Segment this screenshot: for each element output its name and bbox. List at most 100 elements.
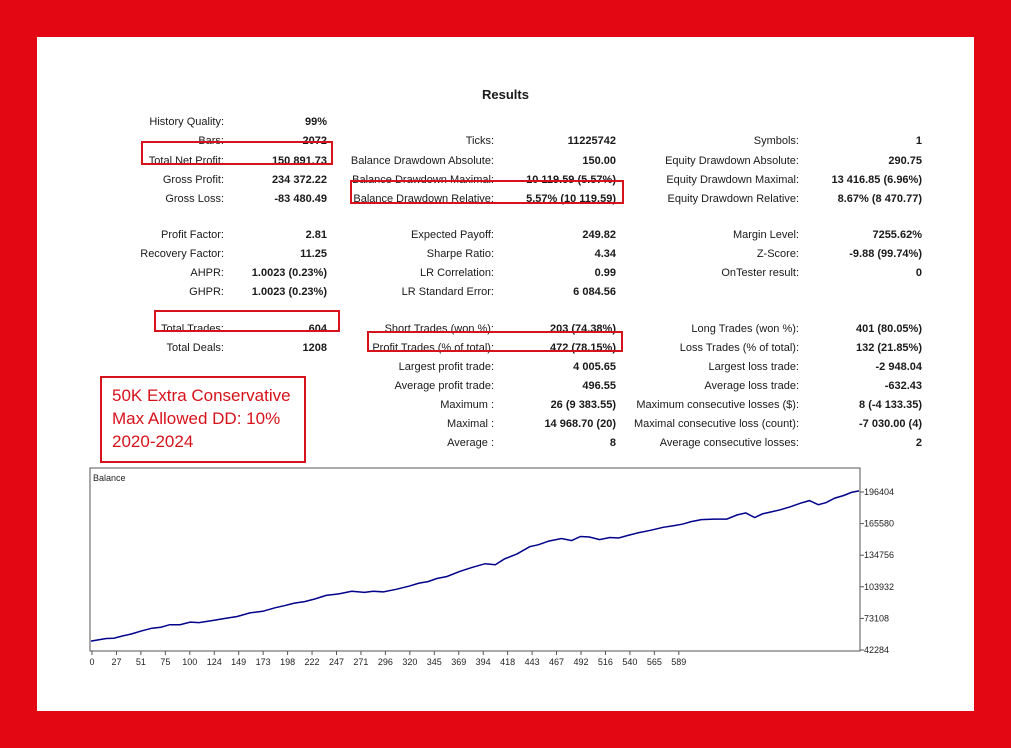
stat-value: 496.55 [582,380,616,392]
x-tick-label: 149 [231,657,246,667]
highlight-total-trades [154,310,340,332]
x-tick-label: 247 [329,657,344,667]
stat-label: LR Correlation: [420,267,494,279]
stat-value: 14 968.70 (20) [544,418,616,430]
highlight-profit-trades [367,331,623,352]
stat-label: Average profit trade: [394,380,494,392]
stat-label: Margin Level: [732,229,799,241]
stat-value: 234 372.22 [271,174,327,186]
stat-label: LR Standard Error: [401,286,494,298]
x-tick-label: 271 [353,657,368,667]
note-line: 50K Extra Conservative [112,386,291,405]
stat-value: 290.75 [888,155,922,167]
stat-label: Loss Trades (% of total): [679,342,799,354]
stat-label: Equity Drawdown Relative: [667,193,799,205]
stat-value: -2 948.04 [875,361,922,373]
y-tick-label: 134756 [864,550,894,560]
plot-area [89,467,861,652]
y-tick-label: 73108 [864,613,889,623]
stat-value: 1.0023 (0.23%) [251,286,327,298]
stat-value: 1 [915,135,922,147]
stat-label: Expected Payoff: [411,229,494,241]
report-sheet: Results History Quality: 99% Bars: 2072 Tota… [37,37,974,711]
stat-value: 6 084.56 [573,286,616,298]
highlight-total-net-profit [141,141,333,165]
stat-label: Total Deals: [166,342,224,354]
chart-title: Balance [93,473,126,483]
stat-value: -632.43 [884,380,922,392]
stat-value: 11.25 [300,248,327,260]
stat-label: Equity Drawdown Absolute: [665,155,799,167]
stat-label: Largest loss trade: [708,361,800,373]
stat-label: Sharpe Ratio: [426,248,494,260]
stat-label: OnTester result: [721,267,799,279]
stat-label: History Quality: [149,116,224,128]
y-tick-label: 196404 [864,487,894,497]
x-tick-label: 320 [402,657,417,667]
stat-value: 99% [304,116,327,128]
stat-label: Z-Score: [756,248,799,260]
stat-label: Ticks: [465,135,494,147]
y-tick-label: 42284 [864,645,889,655]
stat-value: 4.34 [594,248,616,260]
x-tick-label: 589 [671,657,686,667]
stat-label: Gross Loss: [165,193,224,205]
stat-label: Maximal : [446,418,494,430]
stat-label: Maximum : [440,399,494,411]
stat-label: Balance Drawdown Absolute: [350,155,494,167]
stat-value: -7 030.00 (4) [859,418,922,430]
x-tick-label: 516 [598,657,613,667]
stat-value: 0 [915,267,922,279]
y-tick-label: 103932 [864,582,894,592]
highlight-balance-drawdown-relative [350,180,624,204]
stat-label: Average loss trade: [704,380,799,392]
x-tick-label: 222 [305,657,320,667]
stat-value: -9.88 (99.74%) [849,248,922,260]
x-tick-label: 443 [525,657,540,667]
note-line: 2020-2024 [112,432,194,451]
stat-label: Gross Profit: [162,174,224,186]
stat-value: 249.82 [582,229,616,241]
x-tick-label: 296 [378,657,393,667]
x-tick-label: 369 [451,657,466,667]
stat-value: 1208 [302,342,327,354]
x-tick-label: 198 [280,657,295,667]
stat-value: 8 (-4 133.35) [859,399,922,411]
stat-value: -83 480.49 [274,193,327,205]
stat-label: GHPR: [189,286,224,298]
x-tick-label: 51 [136,657,146,667]
x-tick-label: 345 [427,657,442,667]
stat-value: 11225742 [567,135,616,147]
note-line: Max Allowed DD: 10% [112,409,281,428]
x-tick-label: 492 [573,657,588,667]
stat-value: 8.67% (8 470.77) [837,193,922,205]
stat-value: 13 416.85 (6.96%) [831,174,922,186]
stat-label: Average consecutive losses: [659,437,799,449]
stat-value: 604 [308,323,327,335]
stat-label: Average : [447,437,494,449]
x-tick-label: 124 [207,657,222,667]
stat-label: Maximum consecutive losses ($): [636,399,799,411]
balance-chart: Balance 196404 165580 134756 103932 73108 4228… [89,467,894,667]
stat-label: Symbols: [753,135,799,147]
x-tick-label: 565 [647,657,662,667]
balance-line [90,490,860,642]
stat-value: 132 (21.85%) [855,342,922,354]
x-tick-label: 394 [476,657,491,667]
stat-value: 2.81 [305,229,327,241]
x-tick-label: 75 [160,657,170,667]
stat-value: 7255.62% [872,229,922,241]
stat-value: 2 [915,437,922,449]
stat-label: Recovery Factor: [140,248,224,260]
x-tick-label: 540 [622,657,637,667]
x-tick-label: 173 [256,657,271,667]
stat-label: Equity Drawdown Maximal: [666,174,799,186]
x-tick-label: 0 [89,657,94,667]
stat-label: Largest profit trade: [398,361,494,373]
stat-value: 26 (9 383.55) [550,399,616,411]
stat-value: 0.99 [594,267,616,279]
stat-value: 401 (80.05%) [855,323,922,335]
stat-value: 4 005.65 [573,361,616,373]
stat-value: 150.00 [582,155,616,167]
stat-value: 1.0023 (0.23%) [251,267,327,279]
